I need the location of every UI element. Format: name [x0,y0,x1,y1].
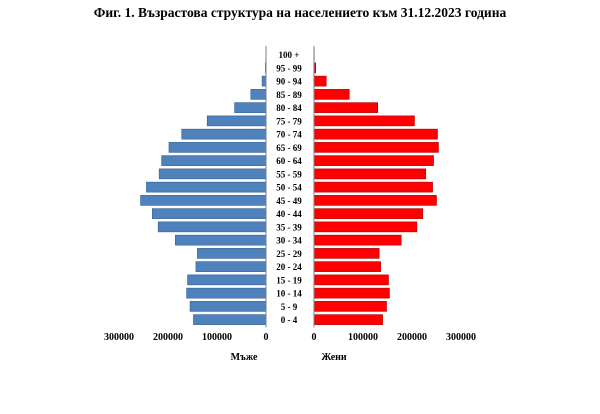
tick-label-men: 200000 [153,332,183,343]
age-label: 80 - 84 [276,103,302,113]
age-label: 70 - 74 [276,130,302,140]
bar-men-85-89 [250,89,267,100]
age-label: 85 - 89 [276,90,302,100]
age-label: 90 - 94 [276,77,302,87]
bar-women-30-34 [313,234,402,246]
bar-women-25-29 [313,248,380,259]
bar-women-55-59 [313,168,427,180]
bar-women-35-39 [313,221,418,233]
age-label: 60 - 64 [276,156,302,166]
age-label: 55 - 59 [276,169,302,179]
age-label: 45 - 49 [276,196,302,206]
tick-label-men: 100000 [202,332,232,343]
age-label: 95 - 99 [276,63,302,73]
bar-men-60-64 [161,155,267,166]
age-label: 20 - 24 [276,262,302,272]
bar-women-45-49 [313,195,437,206]
tick-label-men: 0 [264,332,269,343]
bar-women-70-74 [313,128,438,140]
bar-women-65-69 [313,142,439,153]
bar-men-5-9 [189,301,267,312]
tick-label-women: 100000 [348,332,378,343]
chart-title: Фиг. 1. Възрастова структура на населени… [93,5,507,20]
tick-label-women: 0 [312,332,317,343]
bar-men-45-49 [140,195,267,206]
bar-women-40-44 [313,208,424,219]
bar-women-85-89 [313,89,350,100]
age-label: 65 - 69 [276,143,302,153]
bar-men-80-84 [234,102,267,113]
bar-men-0-4 [193,314,267,325]
bar-men-90-94 [261,75,267,87]
age-label: 15 - 19 [276,275,302,285]
age-label: 40 - 44 [276,209,302,219]
bar-women-0-4 [313,314,383,325]
bar-women-60-64 [313,155,434,166]
bar-men-25-29 [197,248,267,259]
age-label: 35 - 39 [276,222,302,232]
bar-women-5-9 [313,301,387,312]
bar-women-75-79 [313,115,415,127]
age-label: 50 - 54 [276,183,302,193]
age-label: 100 + [279,50,300,60]
bar-men-15-19 [187,274,267,286]
tick-label-women: 200000 [397,332,427,343]
tick-label-men: 300000 [104,332,134,343]
bar-men-35-39 [157,221,267,233]
series-label-women: Жени [321,352,347,363]
bar-men-70-74 [181,128,267,140]
bar-men-75-79 [206,115,267,127]
series-label-men: Мъже [231,352,258,363]
bar-women-20-24 [313,261,381,272]
bar-women-50-54 [313,181,433,193]
bar-women-90-94 [313,75,327,87]
bar-men-30-34 [175,234,267,246]
bar-women-15-19 [313,274,389,286]
bar-women-10-14 [313,287,390,299]
age-label: 5 - 9 [281,302,298,312]
bar-women-80-84 [313,102,379,113]
tick-label-women: 300000 [446,332,476,343]
age-label: 25 - 29 [276,249,302,259]
age-label: 0 - 4 [281,315,298,325]
bar-men-40-44 [152,208,267,219]
age-label: 75 - 79 [276,116,302,126]
bar-men-55-59 [158,168,267,180]
bar-men-65-69 [168,142,267,153]
age-label: 30 - 34 [276,236,302,246]
bar-men-10-14 [186,287,267,299]
age-label: 10 - 14 [276,289,302,299]
bar-men-50-54 [146,181,267,193]
bar-men-20-24 [195,261,267,272]
